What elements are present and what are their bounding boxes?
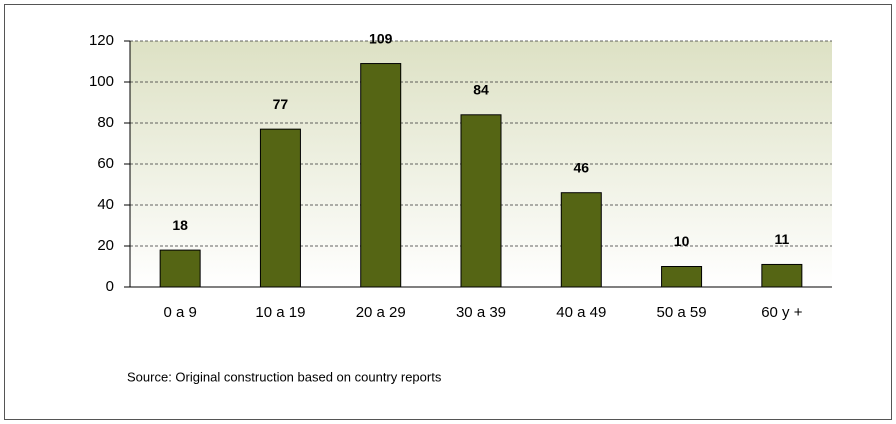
value-label: 10 <box>674 233 690 249</box>
x-tick-label: 50 a 59 <box>657 304 707 321</box>
bar <box>560 192 602 288</box>
x-tick-label: 10 a 19 <box>255 304 305 321</box>
value-label: 109 <box>369 30 393 46</box>
y-tick-label: 60 <box>97 155 114 172</box>
value-label: 46 <box>573 159 589 175</box>
bar <box>159 249 201 288</box>
value-label: 11 <box>774 231 789 247</box>
value-label: 84 <box>473 82 489 98</box>
y-tick-label: 120 <box>89 32 114 49</box>
x-tick-label: 40 a 49 <box>556 304 606 321</box>
y-tick-label: 40 <box>97 196 114 213</box>
x-tick-label: 20 a 29 <box>356 304 406 321</box>
value-label: 77 <box>273 96 289 112</box>
bar <box>761 263 803 288</box>
y-tick-label: 0 <box>106 278 114 295</box>
y-tick-label: 100 <box>89 73 114 90</box>
bar <box>661 266 703 288</box>
bar <box>460 114 502 288</box>
value-label: 18 <box>172 217 188 233</box>
source-note: Source: Original construction based on c… <box>127 369 442 384</box>
y-tick-label: 80 <box>97 114 114 131</box>
bar <box>259 128 301 288</box>
y-tick-label: 20 <box>97 237 114 254</box>
bar <box>360 63 402 288</box>
x-tick-label: 30 a 39 <box>456 304 506 321</box>
x-tick-label: 60 y + <box>761 304 803 321</box>
x-tick-label: 0 a 9 <box>163 304 196 321</box>
